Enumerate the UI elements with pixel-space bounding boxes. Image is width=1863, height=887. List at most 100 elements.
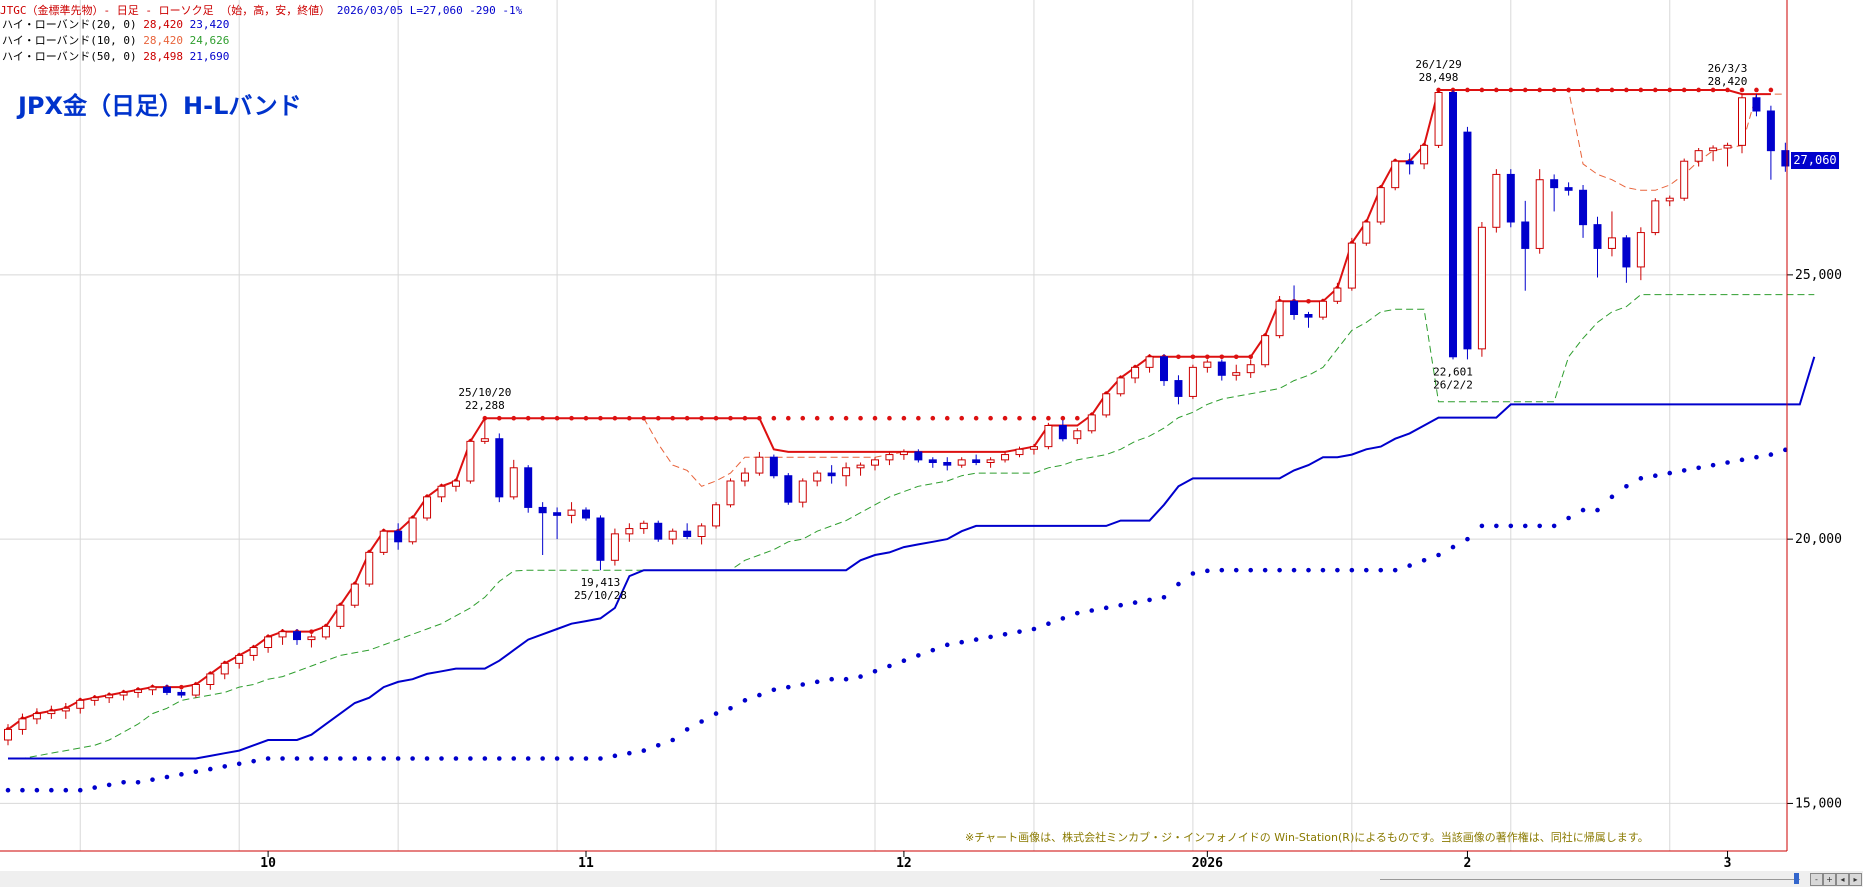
candle-body-down (943, 462, 952, 466)
legend-low-value: 23,420 (189, 18, 230, 31)
band50-low-dot (193, 769, 199, 775)
candle-body-up (1420, 144, 1429, 165)
band50-high-dot (1060, 415, 1066, 421)
x-tick-label: 3 (1724, 856, 1732, 871)
candle-body-down (524, 467, 533, 508)
legend-row-50: ハイ・ローバンド(50, 0) 28,498 21,690 (2, 49, 229, 65)
band50-low-dot (497, 756, 502, 761)
band50-low-dot (1103, 605, 1109, 611)
band50-low-dot (1176, 581, 1181, 587)
band10-high-line (643, 89, 1786, 487)
band10-low-line (8, 294, 1815, 759)
candle-body-up (1203, 361, 1212, 368)
candle-body-up (379, 530, 388, 553)
band50-high-dot (1205, 354, 1210, 360)
band50-low-dot (858, 674, 863, 679)
candle-body-up (668, 530, 677, 540)
candle-body-up (76, 699, 85, 709)
band50-low-dot (1710, 462, 1716, 468)
candle-body-down (1564, 187, 1573, 191)
candle-body-up (451, 480, 460, 487)
candle-body-up (47, 710, 56, 715)
band50-low-dot (1046, 621, 1051, 627)
band50-high-dot (598, 415, 603, 421)
scroll-thumb[interactable] (1794, 873, 1799, 884)
candle-body-down (1405, 160, 1414, 165)
band50-high-dot (1017, 415, 1022, 421)
band50-low-dot (843, 676, 849, 682)
band50-low-dot (1638, 476, 1644, 481)
band50-low-dot (410, 756, 415, 761)
candle-body-up (1044, 425, 1053, 448)
band50-low-dot (366, 756, 372, 761)
candle-body-up (625, 528, 634, 535)
candle-body-up (798, 480, 807, 503)
annotation-date: 25/10/28 (574, 589, 627, 602)
band50-low-dot (1494, 523, 1499, 529)
band50-high-dot (699, 415, 704, 421)
candle-body-down (1290, 300, 1299, 315)
band50-high-dot (1494, 87, 1499, 93)
candle-body-up (1188, 366, 1197, 397)
candle-body-up (1087, 414, 1096, 432)
candle-body-up (986, 459, 995, 464)
band50-low-dot (5, 787, 11, 793)
band50-high-dot (1710, 87, 1716, 93)
latest-price-info: 2026/03/05 L=27,060 -290 -1% (336, 4, 523, 17)
band50-high-dot (728, 415, 733, 421)
y-tick-label: 20,000 (1795, 532, 1842, 547)
candle-body-up (957, 459, 966, 466)
band50-low-dot (713, 711, 719, 716)
band50-low-dot (106, 782, 112, 788)
band50-high-dot (1031, 415, 1037, 421)
zoom-out-button[interactable]: - (1810, 873, 1823, 886)
candle-body-up (1232, 372, 1241, 376)
band50-high-dot (1046, 415, 1051, 421)
candle-body-down (596, 517, 605, 561)
zoom-in-button[interactable]: + (1823, 873, 1836, 886)
band50-low-dot (1248, 567, 1253, 573)
candle-body-up (408, 517, 417, 543)
candle-body-down (1449, 92, 1457, 358)
scroll-right-button[interactable]: ▸ (1849, 873, 1862, 886)
x-tick-label: 10 (260, 856, 276, 871)
candle-body-up (509, 467, 518, 498)
annotation-date: 25/10/20 (458, 386, 511, 399)
candle-body-up (1261, 335, 1270, 366)
annotation-date: 26/1/29 (1415, 58, 1461, 71)
candle-body-up (1001, 454, 1010, 461)
band50-low-dot (800, 682, 806, 687)
band50-high-dot (973, 415, 979, 421)
candle-body-up (1694, 150, 1703, 162)
band50-low-dot (1450, 544, 1456, 550)
scroll-track[interactable] (1380, 879, 1800, 880)
band50-low-dot (121, 779, 126, 785)
band50-high-dot (1609, 87, 1615, 93)
candle-body-up (1680, 160, 1689, 199)
band50-low-dot (1147, 597, 1152, 603)
candle-body-up (61, 707, 70, 712)
annotation-value: 19,413 (581, 576, 621, 589)
band50-low-dot (34, 787, 40, 793)
band50-low-dot (1132, 600, 1138, 605)
band50-low-dot (222, 764, 228, 769)
candle-body-down (394, 530, 403, 543)
scroll-left-button[interactable]: ◂ (1836, 873, 1849, 886)
band50-high-dot (901, 415, 907, 421)
band50-low-dot (135, 779, 141, 785)
candle-body-down (784, 475, 793, 503)
band50-low-dot (1378, 567, 1384, 573)
band50-low-dot (323, 756, 329, 761)
band50-low-dot (612, 753, 618, 759)
candle-body-up (1362, 221, 1371, 244)
band50-high-dot (930, 415, 936, 421)
band50-high-dot (843, 415, 849, 421)
candle-body-down (1058, 425, 1067, 440)
annotation-value: 28,420 (1708, 75, 1748, 88)
band50-high-dot (497, 415, 502, 421)
candle-body-up (350, 583, 359, 606)
candle-body-up (1636, 232, 1645, 268)
band50-high-dot (1725, 87, 1730, 93)
band50-low-dot (1219, 567, 1225, 573)
